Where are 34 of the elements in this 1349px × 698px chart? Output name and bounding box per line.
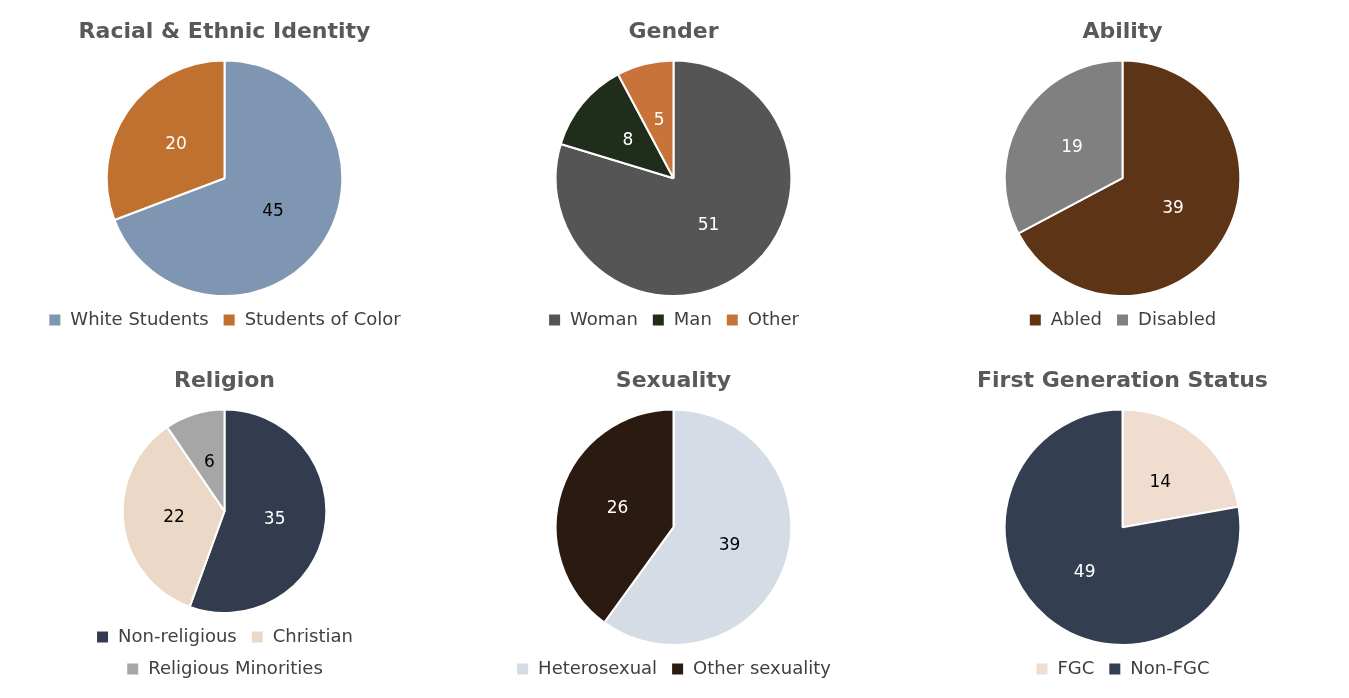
legend-label: Non-FGC [1130, 656, 1210, 678]
data-label: 51 [697, 213, 720, 234]
data-label: 45 [262, 200, 284, 221]
legend-label: Man [673, 307, 712, 329]
legend-label: FGC [1057, 656, 1095, 678]
chart-title: Sexuality [615, 366, 732, 392]
chart-title: Ability [1082, 17, 1163, 43]
chart-title: Gender [628, 17, 719, 43]
data-label: 39 [718, 533, 741, 554]
data-label: 19 [1061, 136, 1083, 157]
legend-label: Heterosexual [538, 656, 658, 678]
data-label: 5 [653, 109, 665, 130]
legend-label: Non-religious [118, 624, 237, 646]
chart-title: First Generation Status [977, 366, 1268, 392]
data-label: 26 [606, 497, 629, 518]
data-label: 22 [163, 505, 185, 526]
legend-label: Christian [272, 624, 353, 646]
data-label: 39 [1162, 196, 1184, 217]
legend-label: Students of Color [244, 307, 402, 329]
data-label: 20 [165, 133, 187, 154]
legend-label: Woman [570, 307, 638, 329]
legend-label: White Students [70, 307, 209, 329]
legend-label: Religious Minorities [148, 656, 323, 678]
data-label: 6 [204, 450, 215, 471]
chart-title: Religion [173, 366, 276, 392]
data-label: 14 [1149, 470, 1172, 491]
legend-label: Other sexuality [693, 656, 832, 678]
data-label: 35 [263, 508, 286, 529]
legend-label: Abled [1050, 307, 1103, 329]
data-label: 8 [622, 129, 634, 150]
chart-title: Racial & Ethnic Identity [78, 17, 371, 43]
data-label: 49 [1073, 560, 1096, 581]
legend-label: Disabled [1138, 307, 1217, 329]
legend-label: Other [747, 307, 800, 329]
